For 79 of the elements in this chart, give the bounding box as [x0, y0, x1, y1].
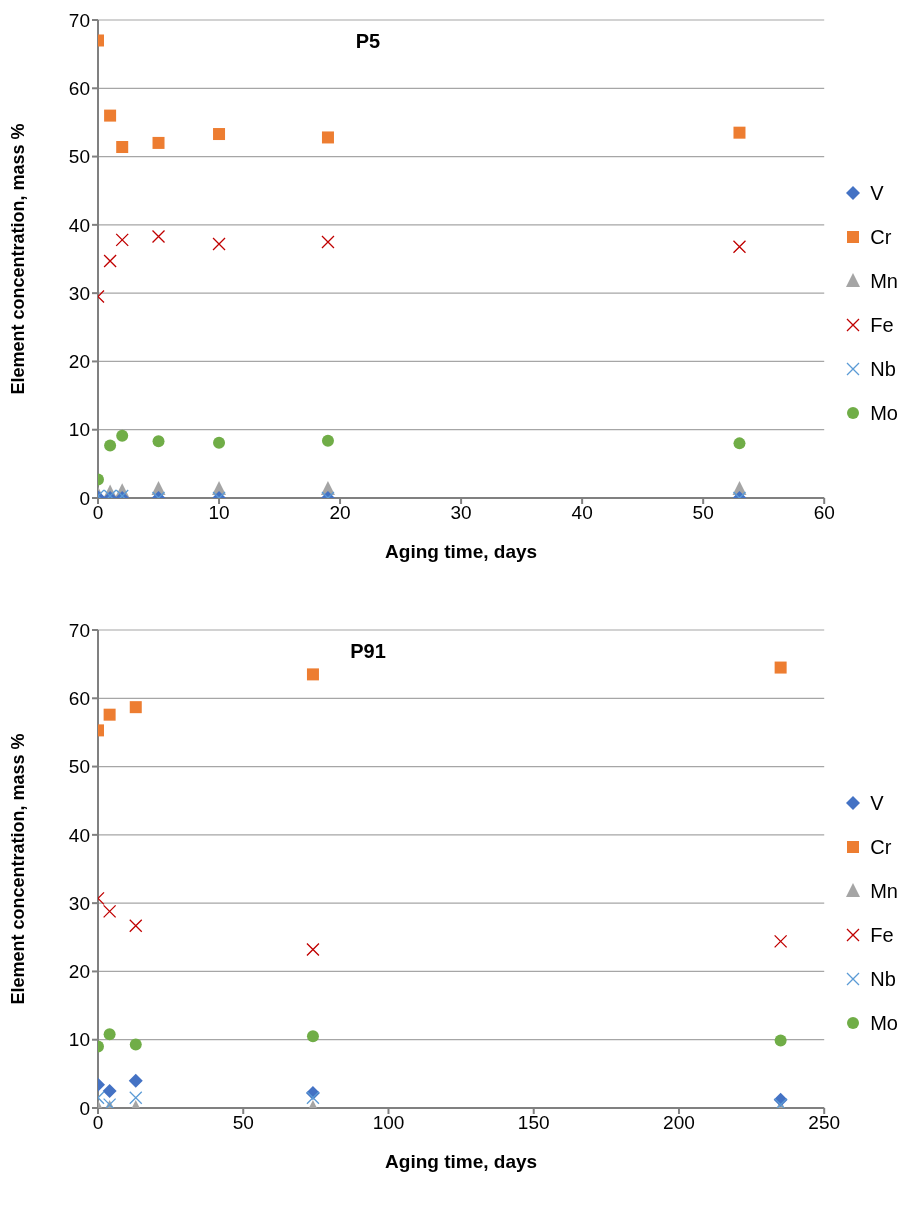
point	[773, 934, 788, 949]
x-tick-label: 150	[517, 1112, 550, 1134]
legend-label: Mn	[870, 879, 898, 903]
y-tick-label: 20	[68, 351, 90, 373]
point	[102, 904, 117, 918]
point	[321, 434, 334, 447]
y-tick-label: 60	[68, 688, 90, 710]
point	[321, 131, 334, 144]
point	[103, 1028, 116, 1041]
point	[116, 141, 129, 154]
legend-label: Mn	[870, 269, 898, 293]
point	[774, 661, 787, 674]
y-tick-label: 0	[79, 1097, 90, 1119]
x-tick-label: 50	[692, 502, 714, 524]
point	[733, 437, 746, 450]
point	[104, 109, 117, 122]
y-tick-label: 30	[68, 282, 90, 304]
point	[103, 254, 117, 268]
y-axis-title: Element concentration, mass %	[8, 123, 29, 395]
x-tick-label: 20	[329, 502, 351, 524]
y-tick-label: 40	[68, 824, 90, 846]
point	[151, 229, 166, 244]
x-tick-label: 60	[813, 502, 835, 524]
x-tick-label: 30	[450, 502, 472, 524]
y-tick-label: 60	[68, 78, 90, 100]
x-tick-label: 10	[208, 502, 230, 524]
y-tick-label: 40	[68, 214, 90, 236]
legend-label: Nb	[870, 357, 896, 381]
y-axis-title: Element concentration, mass %	[8, 733, 29, 1005]
point	[213, 436, 226, 449]
y-tick-label: 10	[68, 1029, 90, 1051]
point	[129, 701, 142, 714]
point	[321, 235, 335, 249]
legend-label: Nb	[870, 967, 896, 991]
y-tick-label: 50	[68, 146, 90, 168]
point	[129, 919, 143, 933]
x-tick-label: 200	[663, 1112, 695, 1134]
point	[104, 439, 117, 452]
point	[115, 233, 129, 247]
point	[306, 1030, 319, 1043]
point	[129, 1091, 143, 1105]
point	[103, 708, 116, 721]
point	[213, 128, 226, 141]
legend-label: Mo	[870, 401, 898, 425]
y-tick-label: 0	[79, 487, 90, 509]
y-tick-label: 70	[68, 9, 90, 31]
point	[129, 1038, 142, 1051]
text: P5	[354, 30, 382, 53]
x-tick-label: 40	[571, 502, 593, 524]
point	[306, 668, 319, 681]
y-tick-label: 20	[68, 961, 90, 983]
point	[212, 237, 226, 251]
y-tick-label: 50	[68, 756, 90, 778]
point	[102, 1083, 117, 1098]
legend-label: Fe	[870, 923, 894, 947]
legend-label: Cr	[870, 835, 892, 859]
x-axis-title: Aging time, days	[385, 541, 538, 562]
point	[733, 126, 746, 139]
x-axis-title: Aging time, days	[385, 1151, 538, 1172]
text: P91	[349, 640, 387, 663]
point	[306, 942, 320, 957]
x-tick-label: 250	[808, 1112, 841, 1134]
y-tick-label: 30	[68, 892, 90, 914]
legend-label: Fe	[870, 313, 894, 337]
point	[152, 136, 165, 149]
legend-label: V	[870, 791, 884, 815]
y-tick-label: 10	[68, 419, 90, 441]
point	[732, 240, 747, 254]
x-tick-label: 50	[232, 1112, 254, 1134]
point	[306, 1091, 320, 1105]
point	[152, 435, 165, 448]
legend-label: Mo	[870, 1011, 898, 1035]
point	[128, 1073, 143, 1088]
legend-label: V	[870, 181, 884, 205]
point	[116, 429, 129, 442]
legend-label: Cr	[870, 225, 892, 249]
x-tick-label: 100	[372, 1112, 405, 1134]
y-tick-label: 70	[68, 619, 90, 641]
point	[774, 1034, 787, 1047]
